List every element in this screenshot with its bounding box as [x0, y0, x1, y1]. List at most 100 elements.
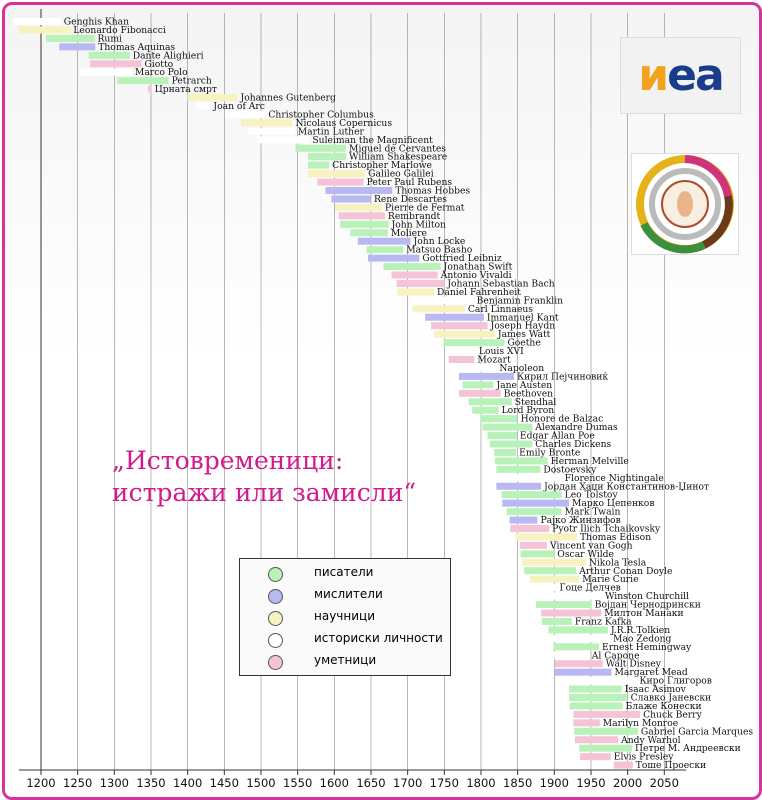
person-label: Lord Byron: [502, 405, 555, 416]
person-label: Andy Warhol: [620, 735, 681, 746]
lifespan-bar: [480, 415, 518, 423]
person-label: Alexandre Dumas: [534, 422, 618, 433]
lifespan-bar: [553, 643, 600, 651]
person-label: Charles Dickens: [535, 439, 611, 450]
lifespan-bar: [248, 127, 295, 135]
lifespan-bar: [509, 516, 538, 524]
person-label: Pyotr Ilich Tchaikovsky: [552, 524, 661, 535]
lifespan-bar: [555, 660, 603, 668]
legend-swatch: [268, 589, 283, 604]
lifespan-bar: [489, 440, 533, 448]
person-label: Marco Polo: [135, 67, 188, 78]
lifespan-bar: [522, 558, 586, 566]
lifespan-bar: [431, 322, 488, 330]
person-label: Јордан Хаџи Константинов-Џинот: [543, 481, 709, 492]
x-tick-label: 1350: [136, 776, 165, 790]
legend-label: писатели: [314, 565, 374, 579]
person-label: Daniel Fahrenheit: [437, 287, 521, 298]
legend-label: уметници: [314, 653, 377, 667]
x-tick-label: 2000: [613, 776, 642, 790]
lifespan-bar: [256, 136, 310, 144]
legend-swatch: [268, 655, 283, 670]
emblem-ring-icon: [636, 155, 734, 254]
lifespan-bar: [335, 203, 382, 211]
person-label: Johannes Gutenberg: [240, 93, 337, 104]
lifespan-bar: [482, 423, 533, 431]
person-label: Dante Alighieri: [133, 50, 204, 61]
timeline-chart: 1200 1250 1300 1350 1400 1450 1500 1550 1600 1650…: [13, 9, 753, 790]
lifespan-bar: [541, 617, 572, 625]
x-tick-label: 1850: [503, 776, 532, 790]
lifespan-bar: [535, 592, 602, 600]
person-label: Galileo Galilei: [368, 169, 434, 180]
person-label: Thomas Aquinas: [98, 42, 175, 53]
person-label: Herman Melville: [551, 456, 629, 467]
lifespan-bar: [535, 601, 592, 609]
lifespan-bar: [549, 634, 611, 642]
lifespan-bar: [573, 719, 600, 727]
person-label: Joan of Arc: [212, 101, 265, 112]
lifespan-bar: [553, 651, 589, 659]
legend-item-thinkers: мислители: [240, 587, 450, 607]
lifespan-bar: [391, 271, 438, 279]
person-label: Edgar Allan Poe: [520, 431, 595, 442]
lifespan-bar: [307, 170, 366, 178]
person-label: Thomas Edison: [580, 532, 651, 543]
lifespan-bar: [496, 465, 541, 473]
lifespan-bar: [495, 474, 562, 482]
person-label: Martin Luther: [298, 126, 365, 137]
person-label: Петре М. Андреевски: [635, 743, 741, 754]
lifespan-bar: [187, 94, 238, 102]
legend-swatch: [268, 611, 283, 626]
x-tick-label: 1200: [26, 776, 55, 790]
person-label: Antonio Vivaldi: [440, 270, 512, 281]
legend-label: научници: [314, 609, 376, 623]
person-label: Кирo Глигоров: [639, 676, 712, 687]
lifespan-bar: [412, 296, 474, 304]
lifespan-bar: [350, 229, 388, 237]
person-label: J.R.R.Tolkien: [610, 625, 670, 636]
iea-logo: иеа: [620, 37, 741, 114]
person-label: Leo Tolstoy: [565, 490, 619, 501]
lifespan-bar: [574, 727, 638, 735]
lifespan-bar: [533, 584, 557, 592]
lifespan-bar: [573, 710, 641, 718]
lifespan-bar: [555, 668, 612, 676]
lifespan-bar: [412, 305, 465, 313]
person-label: Peter Paul Rubens: [367, 177, 453, 188]
lifespan-bar: [317, 178, 364, 186]
lifespan-bar: [434, 330, 495, 338]
person-label: John Milton: [391, 219, 446, 230]
x-tick-label: 1600: [320, 776, 349, 790]
person-label: Mark Twain: [565, 507, 621, 518]
x-tick-label: 1950: [576, 776, 605, 790]
person-label: Florence Nightingale: [565, 473, 664, 484]
lifespan-bar: [425, 313, 484, 321]
person-label: Al Capone: [591, 650, 640, 661]
lifespan-bar: [548, 626, 608, 634]
legend-label: историски личности: [314, 631, 443, 645]
lifespan-bar: [443, 339, 505, 347]
x-tick-label: 1400: [173, 776, 202, 790]
lifespan-bar: [530, 575, 580, 583]
person-label: Nikola Tesla: [589, 557, 647, 568]
lifespan-bar: [496, 482, 542, 490]
lifespan-bar: [90, 60, 142, 68]
person-label: Кирил Пејчиновиќ: [517, 371, 608, 382]
legend-item-artists: уметници: [240, 653, 450, 673]
person-label: Winston Churchill: [605, 591, 689, 602]
poster-title: „Истовременици: истражи или замисли“: [112, 445, 416, 509]
lifespan-bar: [366, 246, 404, 254]
legend-swatch: [268, 633, 283, 648]
person-label: Марко Цепенков: [572, 498, 655, 509]
legend: писатели мислители научници историски ли…: [239, 558, 451, 676]
lifespan-bar: [468, 398, 512, 406]
x-tick-label: 1450: [210, 776, 239, 790]
x-tick-label: 1300: [100, 776, 129, 790]
lifespan-bar: [88, 51, 130, 59]
lifespan-bar: [524, 567, 577, 575]
lifespan-bar: [196, 102, 211, 110]
x-tick-label: 1900: [540, 776, 569, 790]
person-label: John Locke: [413, 236, 466, 247]
